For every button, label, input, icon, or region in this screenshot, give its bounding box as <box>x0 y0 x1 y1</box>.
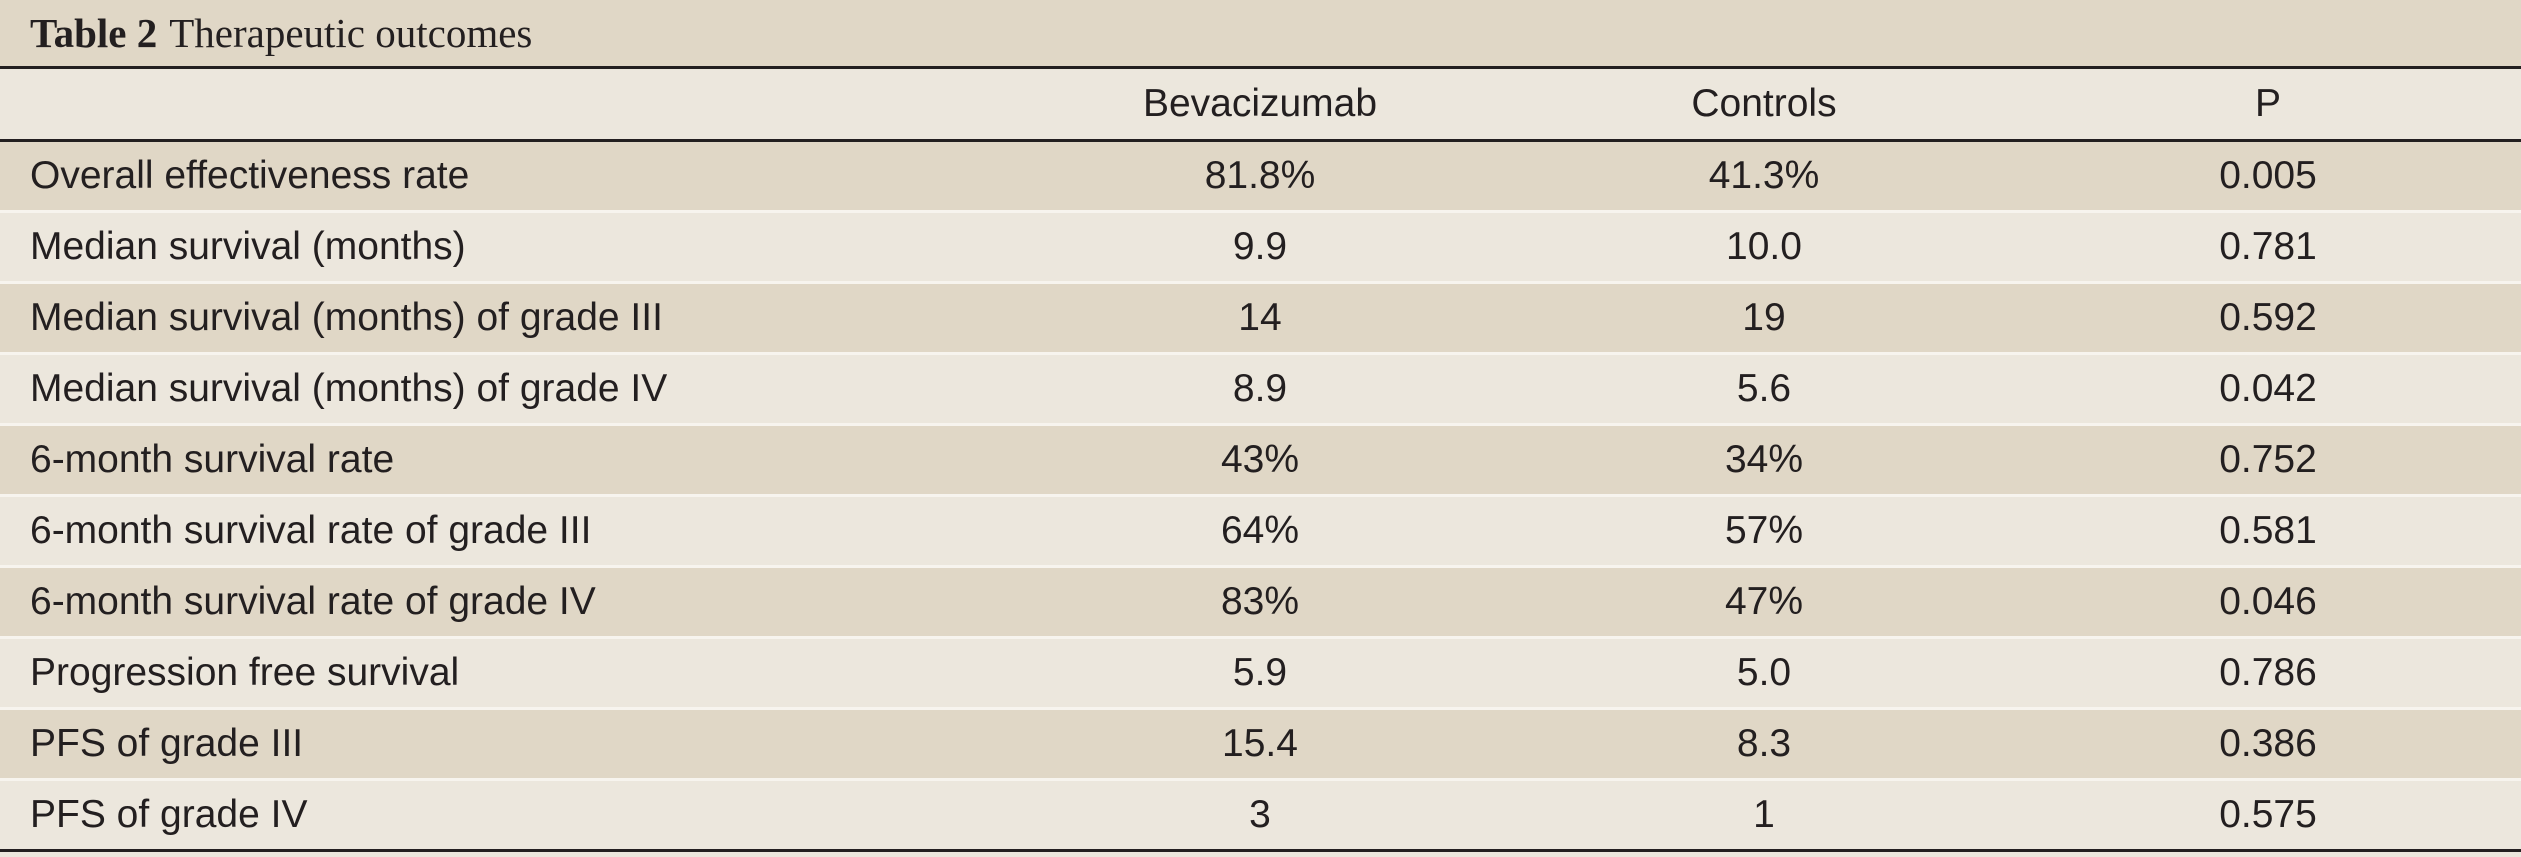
table-caption: Table 2 Therapeutic outcomes <box>0 0 2521 69</box>
p-value-cell: 0.581 <box>2219 509 2317 552</box>
p-value-cell: 0.592 <box>2219 296 2317 339</box>
table-body: Overall effectiveness rate 81.8% 41.3% 0… <box>0 142 2521 852</box>
p-value-cell: 0.005 <box>2219 154 2317 197</box>
controls-cell: 5.6 <box>1736 367 1792 410</box>
p-value-cell: 0.046 <box>2219 580 2317 623</box>
table-row: Median survival (months) 9.9 10.0 0.781 <box>0 213 2521 284</box>
bevacizumab-cell: 15.4 <box>1222 722 1298 765</box>
controls-cell: 41.3% <box>1708 154 1820 197</box>
controls-cell: 1 <box>1753 793 1775 836</box>
p-value-cell: 0.386 <box>2219 722 2317 765</box>
bevacizumab-cell: 3 <box>1249 793 1271 836</box>
bevacizumab-cell: 83% <box>1220 580 1300 623</box>
row-label-cell: Progression free survival <box>30 651 460 694</box>
table-row: 6-month survival rate of grade III 64% 5… <box>0 497 2521 568</box>
row-label-cell: 6-month survival rate of grade IV <box>30 580 596 623</box>
row-label-cell: Overall effectiveness rate <box>30 154 470 197</box>
table-row: Progression free survival 5.9 5.0 0.786 <box>0 639 2521 710</box>
controls-cell: 19 <box>1742 296 1786 339</box>
row-label-cell: Median survival (months) <box>30 225 466 268</box>
row-label-cell: Median survival (months) of grade III <box>30 296 663 339</box>
p-value-cell: 0.781 <box>2219 225 2317 268</box>
bevacizumab-cell: 81.8% <box>1204 154 1316 197</box>
row-label-cell: 6-month survival rate <box>30 438 395 481</box>
table-caption-text: Therapeutic outcomes <box>169 10 533 56</box>
header-cell-p: P <box>2254 82 2281 125</box>
table-row: PFS of grade IV 3 1 0.575 <box>0 781 2521 852</box>
bevacizumab-cell: 14 <box>1238 296 1282 339</box>
p-value-cell: 0.752 <box>2219 438 2317 481</box>
bevacizumab-cell: 8.9 <box>1232 367 1288 410</box>
controls-cell: 5.0 <box>1736 651 1792 694</box>
table-row: 6-month survival rate 43% 34% 0.752 <box>0 426 2521 497</box>
table-row: Median survival (months) of grade IV 8.9… <box>0 355 2521 426</box>
table-header-row: Bevacizumab Controls P <box>0 69 2521 142</box>
bevacizumab-cell: 43% <box>1220 438 1300 481</box>
controls-cell: 47% <box>1724 580 1804 623</box>
header-cell-bevacizumab: Bevacizumab <box>1142 82 1378 125</box>
p-value-cell: 0.786 <box>2219 651 2317 694</box>
row-label-cell: PFS of grade III <box>30 722 304 765</box>
controls-cell: 57% <box>1724 509 1804 552</box>
controls-cell: 8.3 <box>1736 722 1792 765</box>
bevacizumab-cell: 64% <box>1220 509 1300 552</box>
table-row: 6-month survival rate of grade IV 83% 47… <box>0 568 2521 639</box>
table-row: Overall effectiveness rate 81.8% 41.3% 0… <box>0 142 2521 213</box>
row-label-cell: PFS of grade IV <box>30 793 308 836</box>
bevacizumab-cell: 9.9 <box>1232 225 1288 268</box>
p-value-cell: 0.042 <box>2219 367 2317 410</box>
p-value-cell: 0.575 <box>2219 793 2317 836</box>
header-cell-controls: Controls <box>1691 82 1837 125</box>
row-label-cell: 6-month survival rate of grade III <box>30 509 592 552</box>
table-row: PFS of grade III 15.4 8.3 0.386 <box>0 710 2521 781</box>
table-row: Median survival (months) of grade III 14… <box>0 284 2521 355</box>
row-label-cell: Median survival (months) of grade IV <box>30 367 668 410</box>
bevacizumab-cell: 5.9 <box>1232 651 1288 694</box>
table-caption-label: Table 2 <box>30 10 158 56</box>
controls-cell: 34% <box>1724 438 1804 481</box>
controls-cell: 10.0 <box>1726 225 1802 268</box>
